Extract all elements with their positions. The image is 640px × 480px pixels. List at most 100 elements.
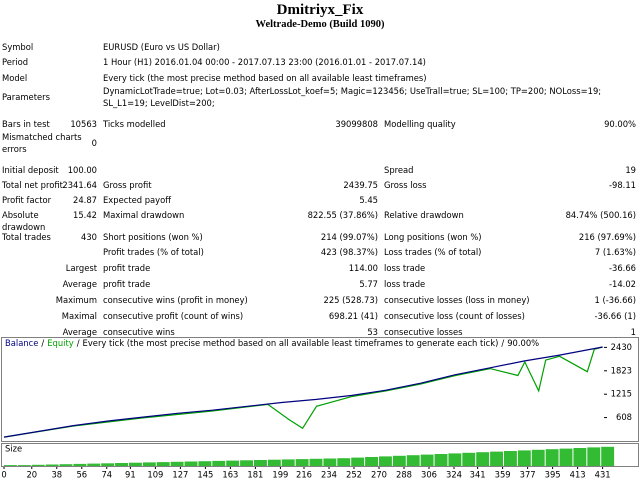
stat-label: Maximal drawdown xyxy=(103,210,185,220)
stat-value: 53 xyxy=(367,327,378,337)
x-tick-label: 91 xyxy=(125,470,136,480)
caption-part: Every tick (the most precise method base… xyxy=(83,338,499,348)
info-value: Every tick (the most precise method base… xyxy=(103,73,427,83)
x-tick-label: 324 xyxy=(446,470,462,480)
stat-value: 90.00% xyxy=(604,119,636,129)
size-bar xyxy=(309,458,323,466)
stat-value: 2341.64 xyxy=(62,180,97,190)
x-tick-label: 74 xyxy=(101,470,112,480)
size-bar xyxy=(517,450,531,466)
x-tick-label: 0 xyxy=(1,470,6,480)
chart-caption: Balance / Equity / Every tick (the most prec… xyxy=(5,338,539,348)
size-label: Size xyxy=(5,444,22,454)
stat-value: -36.66 (1) xyxy=(594,311,636,321)
caption-part: / xyxy=(501,338,504,348)
x-tick-label: 413 xyxy=(570,470,586,480)
caption-part: / xyxy=(77,338,80,348)
stat-label: consecutive loss (count of losses) xyxy=(384,311,525,321)
stat-label: consecutive wins xyxy=(103,327,175,337)
stat-label: profit trade xyxy=(103,279,151,289)
stat-value: Maximal xyxy=(61,311,97,321)
stat-value: 19 xyxy=(625,165,636,175)
stat-value: 1 (-36.66) xyxy=(594,295,636,305)
stat-label: consecutive wins (profit in money) xyxy=(103,295,248,305)
stat-label: Bars in test xyxy=(2,119,50,129)
stat-value: 84.74% (500.16) xyxy=(565,210,636,220)
size-bar xyxy=(337,458,351,466)
size-bar xyxy=(587,447,601,466)
caption-part: / xyxy=(41,338,44,348)
stat-label: Mismatched charts errors xyxy=(2,132,82,154)
size-bar xyxy=(212,460,226,466)
size-bar xyxy=(156,462,170,466)
info-label: Symbol xyxy=(2,42,34,52)
size-bar xyxy=(448,453,462,466)
size-bar xyxy=(142,462,156,466)
stat-value: 39099808 xyxy=(335,119,378,129)
size-bar xyxy=(601,446,615,466)
stat-value: 2439.75 xyxy=(343,180,378,190)
stat-value: 216 (97.69%) xyxy=(578,232,636,242)
size-bar xyxy=(476,452,490,466)
stat-value: -98.11 xyxy=(609,180,636,190)
x-tick-label: 145 xyxy=(197,470,213,480)
size-bar xyxy=(101,463,115,466)
info-label: Model xyxy=(2,73,28,83)
stat-value: 0 xyxy=(91,138,97,148)
size-bar xyxy=(365,457,378,466)
size-bar xyxy=(406,455,420,466)
stat-value: Maximum xyxy=(55,295,97,305)
x-tick-label: 216 xyxy=(296,470,312,480)
x-tick-label: 127 xyxy=(172,470,188,480)
size-bar xyxy=(129,462,142,466)
stat-label: profit trade xyxy=(103,263,151,273)
stat-value: 698.21 (41) xyxy=(328,311,378,321)
info-value: EURUSD (Euro vs US Dollar) xyxy=(103,42,220,52)
stat-label: Long positions (won %) xyxy=(384,232,482,242)
info-label: Period xyxy=(2,57,29,67)
stat-value: Average xyxy=(62,327,97,337)
size-bar xyxy=(490,451,503,466)
stat-value: 5.45 xyxy=(359,195,378,205)
x-tick-label: 395 xyxy=(545,470,561,480)
stat-label: loss trade xyxy=(384,279,426,289)
stat-value: 430 xyxy=(81,232,97,242)
stat-label: Absolute drawdown xyxy=(2,210,46,232)
stat-label: consecutive losses (loss in money) xyxy=(384,295,530,305)
stat-value: 7 (1.63%) xyxy=(594,247,636,257)
size-bar xyxy=(45,464,59,466)
stat-value: 114.00 xyxy=(348,263,378,273)
stat-label: Initial deposit xyxy=(2,165,59,175)
x-tick-label: 270 xyxy=(371,470,387,480)
size-bar xyxy=(87,463,101,466)
size-bar xyxy=(545,449,559,466)
stat-label: Relative drawdown xyxy=(384,210,464,220)
stat-value: -36.66 xyxy=(609,263,636,273)
info-value: DynamicLotTrade=true; Lot=0.03; AfterLos… xyxy=(103,86,602,108)
size-bar xyxy=(379,456,392,466)
stat-label: Gross loss xyxy=(384,180,427,190)
size-bar xyxy=(198,461,212,466)
size-bar xyxy=(462,452,476,466)
x-tick-label: 341 xyxy=(470,470,486,480)
info-label: Parameters xyxy=(2,92,50,102)
stat-label: Loss trades (% of total) xyxy=(384,247,482,257)
x-tick-label: 306 xyxy=(421,470,437,480)
size-bar xyxy=(434,454,448,466)
report-title: Dmitriyx_Fix xyxy=(276,2,364,18)
stat-label: Expected payoff xyxy=(103,195,172,205)
size-bar xyxy=(31,464,45,466)
stat-label: Profit trades (% of total) xyxy=(103,247,204,257)
size-bar xyxy=(351,457,365,466)
stat-value: 1 xyxy=(630,327,636,337)
stat-value: 100.00 xyxy=(67,165,97,175)
stat-label: Total net profit xyxy=(2,180,63,190)
x-tick-label: 20 xyxy=(26,470,37,480)
stat-value: 10563 xyxy=(70,119,97,129)
x-tick-label: 38 xyxy=(51,470,62,480)
x-tick-label: 252 xyxy=(346,470,362,480)
caption-part: 90.00% xyxy=(507,338,539,348)
size-bar xyxy=(170,461,184,466)
